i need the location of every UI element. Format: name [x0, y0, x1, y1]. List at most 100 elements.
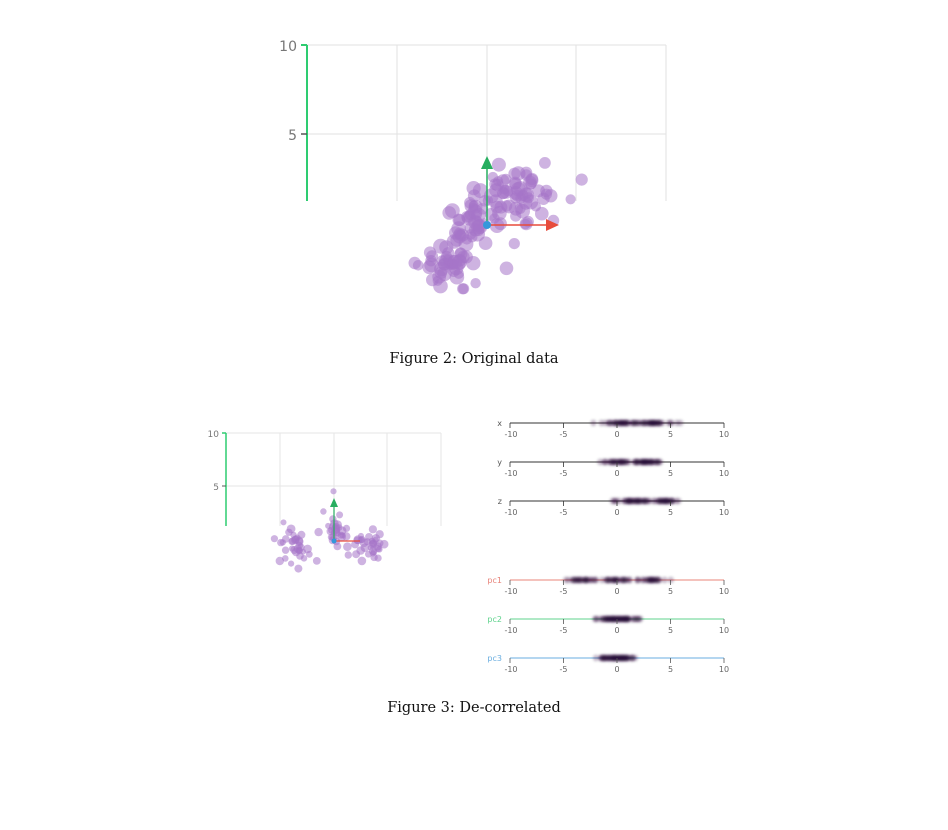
strip-density-marks — [592, 654, 639, 662]
strip-density-mark — [661, 576, 668, 584]
fig2-data-point — [532, 184, 545, 198]
strip-tick-label: 0 — [614, 626, 619, 635]
fig2-data-point — [511, 166, 526, 181]
fig3-origin-dot — [331, 538, 337, 544]
strip-density-marks — [609, 497, 682, 505]
strip-label-y: y — [497, 458, 502, 467]
strip-density-mark — [667, 576, 674, 584]
strip-density-mark — [651, 497, 658, 505]
strip-label-pc1: pc1 — [487, 576, 502, 585]
fig2-data-point — [449, 226, 463, 240]
strip-tick-label: 5 — [668, 587, 673, 596]
strip-density-mark — [609, 615, 615, 623]
fig2-data-point — [470, 278, 481, 289]
strip-tick-label: 0 — [614, 508, 619, 517]
strip-density-mark — [623, 654, 630, 662]
fig2-data-point — [499, 184, 514, 199]
fig2-data-point — [519, 217, 533, 231]
strip-tick-label: -10 — [504, 469, 517, 478]
strip-density-mark — [633, 458, 639, 466]
strip-density-mark — [601, 458, 608, 466]
strip-tick-label: -5 — [560, 508, 568, 517]
strip-density-mark — [602, 419, 609, 427]
strip-density-marks — [597, 458, 664, 466]
fig3-y-tick-label-10: 10 — [208, 430, 220, 440]
strip-tick-label: -10 — [504, 508, 517, 517]
strip-tick-label: -5 — [560, 430, 568, 439]
strip-density-mark — [643, 458, 650, 466]
fig3-point-cloud — [270, 488, 389, 573]
strip-density-mark — [634, 576, 641, 584]
projection-strip-pc1: pc1-10 -5 0 5 10 — [487, 576, 729, 596]
strip-label-z: z — [498, 497, 502, 506]
strip-density-mark — [623, 458, 630, 466]
strip-density-mark — [655, 419, 662, 427]
fig3-data-point — [368, 525, 377, 534]
fig2-data-point — [510, 210, 522, 222]
fig3-data-point — [359, 538, 369, 548]
fig2-data-point — [432, 269, 447, 284]
strip-tick-label: 10 — [719, 626, 729, 635]
strip-tick-label: 10 — [719, 665, 729, 674]
strip-density-mark — [597, 458, 604, 466]
strip-label-pc3: pc3 — [487, 654, 502, 663]
fig3-data-point — [282, 535, 290, 543]
strip-density-mark — [630, 497, 637, 505]
strip-density-mark — [603, 615, 610, 623]
projection-strip-pc2: pc2-10 -5 0 5 10 — [487, 615, 729, 635]
projection-strip-pc3: pc3-10 -5 0 5 10 — [487, 654, 729, 674]
strip-density-mark — [600, 654, 607, 662]
strip-density-mark — [669, 497, 676, 505]
fig3-data-point — [275, 556, 284, 566]
fig2-data-point — [412, 260, 424, 271]
fig3-grid — [226, 432, 442, 526]
fig2-data-point — [496, 174, 510, 188]
fig3-data-point — [379, 539, 389, 549]
strip-density-mark — [673, 419, 680, 427]
strip-density-mark — [675, 497, 682, 505]
strip-density-mark — [608, 419, 615, 427]
strip-tick-label: 0 — [614, 587, 619, 596]
fig3-data-point — [270, 535, 278, 543]
fig2-data-point — [494, 200, 508, 214]
fig2-data-point — [467, 189, 481, 203]
strip-density-mark — [621, 576, 628, 584]
fig2-data-point — [526, 172, 539, 186]
strip-tick-label: 5 — [668, 430, 673, 439]
strip-tick-label: 0 — [614, 469, 619, 478]
fig2-data-point — [575, 173, 588, 186]
strip-tick-label: 0 — [614, 430, 619, 439]
fig3-data-point — [370, 553, 378, 562]
fig2-data-point — [508, 238, 520, 250]
fig2-grid — [307, 44, 667, 201]
strip-density-mark — [640, 576, 647, 584]
strip-density-mark — [578, 576, 585, 584]
fig3-data-point — [320, 508, 327, 515]
strip-density-mark — [590, 419, 597, 427]
fig3-data-point — [281, 546, 290, 554]
fig3-data-point — [369, 539, 378, 547]
fig3-data-point — [333, 542, 342, 551]
fig2-data-point — [499, 261, 514, 276]
fig2-data-point — [544, 189, 558, 203]
strip-tick-label: -5 — [560, 665, 568, 674]
fig2-axis-arrow-x — [487, 219, 559, 231]
strip-tick-label: 0 — [614, 665, 619, 674]
fig3-data-point — [314, 527, 323, 537]
strip-density-mark — [635, 615, 641, 623]
fig2-data-point — [467, 204, 483, 219]
fig2-data-point — [530, 201, 542, 212]
fig2-plot: 10 5 — [279, 39, 667, 295]
strip-density-mark — [598, 419, 605, 427]
fig3-data-point — [280, 519, 287, 526]
strip-tick-label: 5 — [668, 469, 673, 478]
fig2-data-point — [511, 189, 523, 202]
strip-density-mark — [611, 497, 618, 505]
fig3-data-point — [294, 564, 303, 573]
strip-density-marks — [562, 576, 674, 584]
strip-tick-label: -10 — [504, 626, 517, 635]
strip-label-pc2: pc2 — [487, 615, 502, 624]
projection-strip-x: x-10 -5 0 5 10 — [497, 419, 729, 439]
